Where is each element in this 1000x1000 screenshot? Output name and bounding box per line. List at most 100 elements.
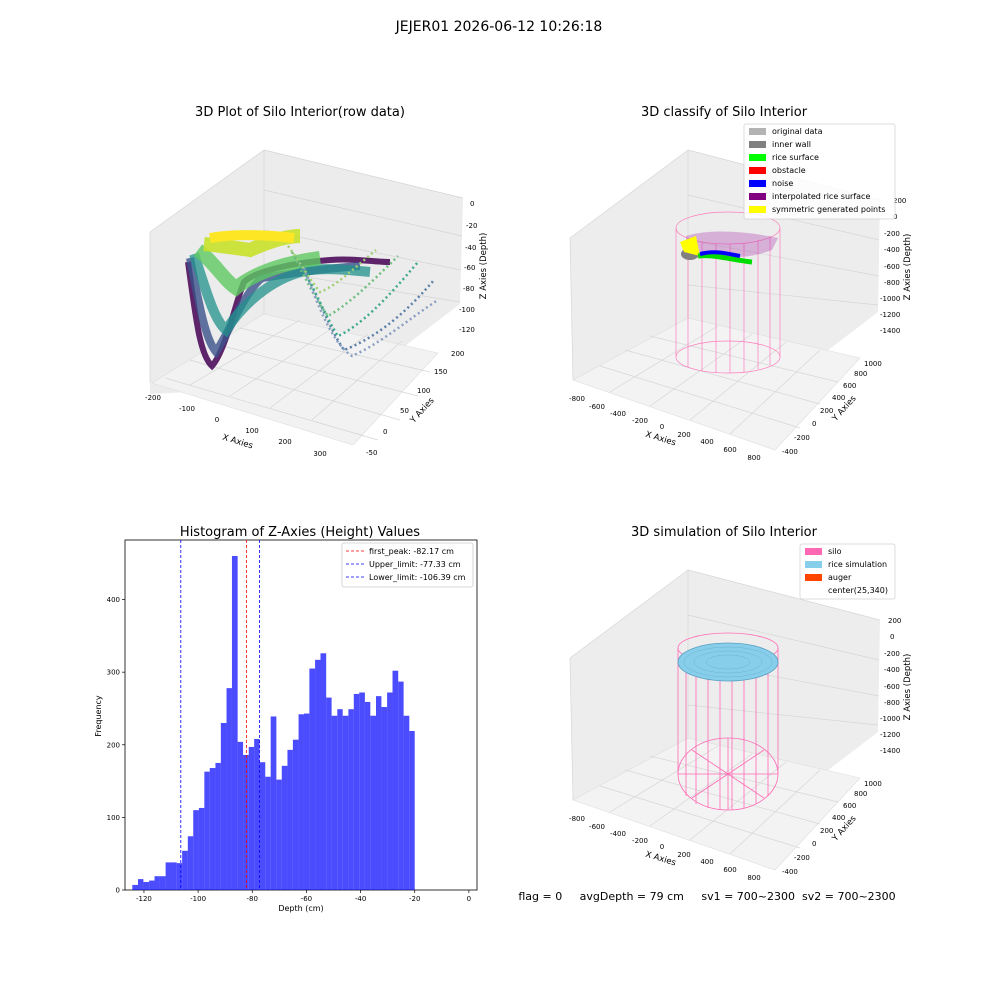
histogram-bar	[204, 771, 210, 890]
histogram-x-tick-label: 0	[467, 895, 471, 903]
legend-swatch	[805, 548, 822, 555]
histogram-bar	[315, 659, 321, 890]
legend-label: obstacle	[772, 166, 806, 175]
raw-x-tick: 300	[313, 450, 326, 458]
raw-x-tick: -100	[179, 405, 195, 413]
simulation-y-tick: 800	[854, 790, 867, 798]
simulation-y-tick: 0	[812, 840, 816, 848]
legend-label: rice surface	[772, 153, 819, 162]
histogram-bar	[309, 668, 316, 890]
histogram-bar	[254, 738, 260, 890]
raw-z-tick: -20	[466, 222, 477, 230]
simulation-z-tick: 0	[890, 633, 894, 641]
classify-3d-title: 3D classify of Silo Interior	[641, 105, 808, 120]
simulation-y-tick: -200	[794, 854, 810, 862]
histogram-bars	[132, 555, 415, 890]
classify-y-tick: 200	[820, 407, 833, 415]
histogram-bar	[198, 807, 205, 890]
histogram-bar	[348, 709, 354, 890]
simulation-x-tick: 600	[723, 866, 736, 874]
histogram-bar	[298, 714, 304, 890]
histogram-x-tick-label: -80	[247, 895, 258, 903]
histogram-bar	[359, 692, 365, 890]
classify-3d-plot: 3D classify of Silo Interior	[569, 105, 913, 462]
histogram-bar	[137, 879, 144, 890]
classify-z-label: Z Axies (Depth)	[903, 234, 913, 301]
simulation-3d-plot: 3D simulation of Silo Interior	[569, 525, 913, 882]
histogram-bar	[132, 884, 138, 890]
histogram-bar	[337, 709, 343, 890]
simulation-z-label: Z Axies (Depth)	[903, 654, 913, 721]
histogram-bar	[226, 688, 232, 890]
classify-x-tick: 400	[700, 438, 713, 446]
histogram-x-tick-label: -120	[136, 895, 152, 903]
raw-z-tick: -100	[459, 306, 475, 314]
simulation-x-tick: -200	[632, 837, 648, 845]
histogram-plot: Histogram of Z-Axies (Height) Values -12…	[94, 525, 478, 913]
classify-x-tick: -200	[632, 417, 648, 425]
histogram-bar	[220, 722, 227, 890]
legend-label: silo	[828, 547, 842, 556]
raw-z-tick: -40	[465, 244, 476, 252]
histogram-bar	[342, 715, 349, 890]
classify-x-tick: 600	[723, 446, 736, 454]
simulation-3d-title: 3D simulation of Silo Interior	[631, 525, 818, 540]
histogram-bar	[265, 776, 271, 890]
histogram-bar	[364, 701, 371, 890]
raw-x-label: X Axies	[221, 433, 254, 452]
histogram-bar	[376, 696, 382, 890]
raw-z-label: Z Axies (Depth)	[479, 233, 489, 300]
legend-swatch	[805, 561, 822, 568]
histogram-legend-label: Upper_limit: -77.33 cm	[369, 560, 461, 569]
histogram-bar	[287, 749, 293, 890]
raw-y-label: Y Axies	[408, 395, 437, 426]
legend-swatch	[749, 128, 766, 135]
simulation-x-label: X Axies	[644, 850, 677, 869]
histogram-bar	[237, 741, 244, 890]
classify-legend: original data inner wall rice surface ob…	[743, 123, 896, 220]
histogram-bar	[403, 715, 410, 890]
histogram-bar	[326, 697, 332, 890]
histogram-bar	[248, 746, 255, 890]
classify-x-tick: 0	[660, 423, 664, 431]
histogram-y-tick-label: 300	[107, 669, 120, 677]
simulation-z-tick: -800	[884, 699, 900, 707]
histogram-y-tick-label: 400	[107, 596, 120, 604]
legend-label: auger	[828, 573, 852, 582]
classify-z-tick: -600	[884, 263, 900, 271]
histogram-bar	[303, 713, 310, 890]
histogram-bar	[381, 707, 388, 890]
histogram-bar	[276, 779, 282, 890]
histogram-legend: first_peak: -82.17 cm Upper_limit: -77.33…	[341, 542, 474, 588]
simulation-z-tick: -600	[884, 683, 900, 691]
simulation-y-tick: 600	[843, 802, 856, 810]
histogram-x-tick-label: -100	[190, 895, 206, 903]
histogram-bar	[353, 693, 360, 890]
simulation-x-tick: 400	[700, 858, 713, 866]
histogram-x-label: Depth (cm)	[278, 904, 323, 913]
simulation-rice-surface	[677, 642, 779, 682]
histogram-y-tick-label: 200	[107, 741, 120, 749]
raw-z-tick: -60	[464, 264, 475, 272]
raw-3d-title: 3D Plot of Silo Interior(row data)	[195, 105, 405, 120]
raw-x-tick: 100	[245, 427, 258, 435]
simulation-y-tick: 200	[820, 827, 833, 835]
histogram-bar	[182, 850, 188, 890]
histogram-bar	[165, 862, 172, 890]
classify-y-tick: 600	[843, 382, 856, 390]
histogram-y-tick-label: 100	[107, 814, 120, 822]
simulation-silo-cylinder	[677, 632, 779, 811]
histogram-y-label: Frequency	[94, 695, 103, 737]
histogram-bar	[398, 681, 404, 890]
simulation-3d-grid	[569, 569, 881, 855]
simulation-x-tick: -400	[610, 830, 626, 838]
raw-y-tick: 0	[383, 428, 387, 436]
classify-y-tick: 400	[832, 394, 845, 402]
histogram-bar	[187, 836, 194, 890]
legend-swatch	[805, 574, 822, 581]
simulation-x-tick: 200	[677, 851, 690, 859]
histogram-bar	[143, 882, 150, 890]
simulation-x-tick: 0	[660, 843, 664, 851]
simulation-x-tick: 800	[747, 874, 760, 882]
